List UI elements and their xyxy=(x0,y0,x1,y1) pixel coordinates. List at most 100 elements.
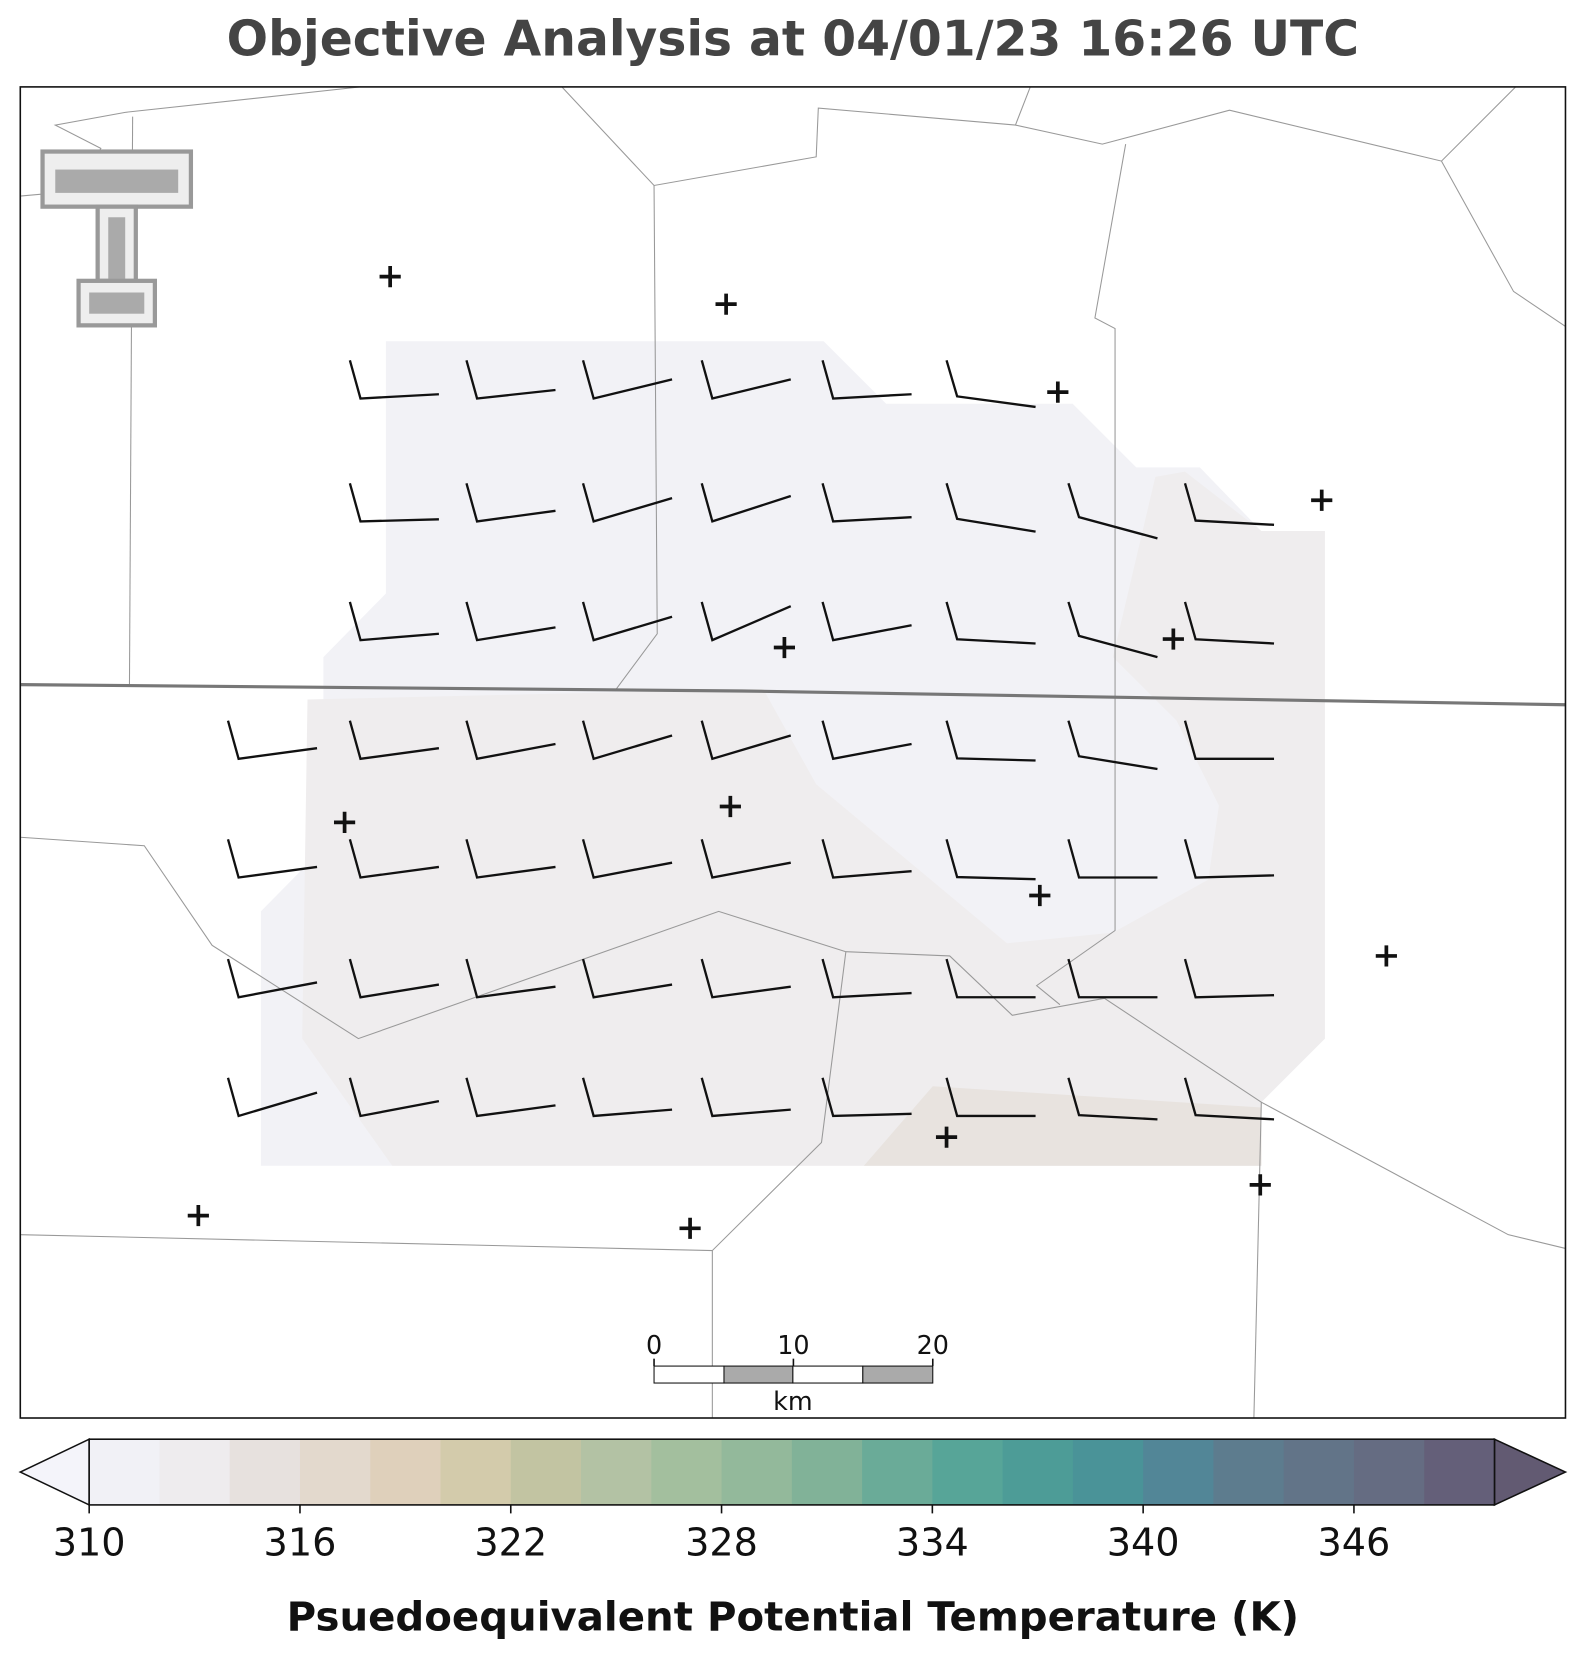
wind-barb xyxy=(226,720,318,761)
wind-barb xyxy=(226,1077,318,1118)
wind-barb xyxy=(581,360,673,400)
wind-barb xyxy=(700,720,792,761)
title: Objective Analysis at 04/01/23 16:26 UTC xyxy=(227,11,1359,67)
wind-barb xyxy=(581,482,673,523)
wind-barb xyxy=(581,1077,673,1118)
wind-barb xyxy=(945,360,1036,409)
wind-barbs xyxy=(226,360,1275,1121)
wind-barb xyxy=(465,601,556,642)
wind-barb xyxy=(700,1077,791,1118)
colorbar-tick-label: 346 xyxy=(1318,1521,1391,1565)
wind-barb xyxy=(348,482,439,523)
scale-tick-label: 20 xyxy=(917,1330,949,1360)
wind-barb xyxy=(700,482,792,523)
colorbar: Psuedoequivalent Potential Temperature (… xyxy=(18,1437,1568,1640)
colorbar-segment xyxy=(932,1439,1004,1505)
wind-barb xyxy=(821,958,912,999)
colorbar-segment xyxy=(791,1439,863,1505)
wind-barb xyxy=(700,958,791,999)
station-marker xyxy=(1311,489,1333,511)
wind-barb xyxy=(821,482,912,523)
wind-barb xyxy=(1183,601,1275,645)
station-marker xyxy=(1375,945,1397,967)
wind-barb xyxy=(348,720,440,761)
scale-unit: km xyxy=(773,1386,813,1416)
scale-segment xyxy=(653,1365,725,1384)
wind-barb xyxy=(821,839,912,879)
colorbar-segment xyxy=(1072,1439,1144,1505)
wind-barb xyxy=(348,360,439,400)
wind-barb xyxy=(348,601,440,642)
wind-barb xyxy=(821,1077,912,1118)
wind-barb xyxy=(465,720,556,761)
wind-barb xyxy=(465,482,556,523)
wind-barb xyxy=(348,958,440,999)
wind-barb xyxy=(1067,1077,1158,1121)
wind-barb xyxy=(821,720,912,761)
wind-barb xyxy=(700,360,792,400)
wind-barb xyxy=(945,958,1036,999)
colorbar-segment xyxy=(370,1439,442,1505)
colorbar-label: Psuedoequivalent Potential Temperature (… xyxy=(287,1594,1299,1640)
colorbar-segment xyxy=(299,1439,371,1505)
wind-barb xyxy=(581,839,673,879)
scale-segment xyxy=(723,1365,794,1384)
wind-barb xyxy=(1183,958,1275,999)
station-marker xyxy=(1047,381,1069,403)
wind-barb xyxy=(226,958,318,999)
colorbar-segment xyxy=(721,1439,793,1505)
wind-barb xyxy=(465,1077,556,1118)
scale-segment xyxy=(862,1365,934,1384)
wind-barb xyxy=(1067,958,1158,999)
colorbar-segment xyxy=(1424,1439,1495,1505)
wind-barb xyxy=(581,720,673,761)
wind-barb xyxy=(821,360,912,400)
wind-barb xyxy=(1067,720,1158,771)
logo xyxy=(40,149,194,328)
colorbar-segment xyxy=(440,1439,512,1505)
wind-barb xyxy=(945,720,1036,762)
wind-barb xyxy=(945,1077,1036,1118)
wind-barb xyxy=(945,482,1036,533)
colorbar-frame xyxy=(88,1438,1496,1506)
colorbar-segment xyxy=(862,1439,933,1505)
colorbar-under xyxy=(18,1437,90,1507)
colorbar-tick-label: 310 xyxy=(53,1521,126,1565)
wind-barb xyxy=(821,601,912,642)
wind-barb xyxy=(581,958,673,999)
scale-tick-label: 10 xyxy=(777,1330,809,1360)
colorbar-segment xyxy=(1143,1439,1214,1505)
contour-fill xyxy=(863,1086,1262,1166)
wind-barb xyxy=(1183,482,1275,526)
station-marker xyxy=(1029,884,1051,907)
colorbar-tick-label: 334 xyxy=(896,1521,969,1565)
colorbar-tick-label: 316 xyxy=(264,1521,337,1565)
colorbar-segment xyxy=(159,1439,231,1505)
wind-barb xyxy=(700,601,792,642)
station-marker xyxy=(333,811,356,833)
station-marker xyxy=(379,266,401,288)
wind-barb xyxy=(1183,720,1275,760)
station-markers xyxy=(187,266,1397,1239)
colorbar-segment xyxy=(510,1439,582,1505)
colorbar-tick-label: 340 xyxy=(1107,1521,1180,1565)
wind-barb xyxy=(581,601,673,642)
wind-barb xyxy=(465,360,556,400)
wind-barb xyxy=(945,601,1036,645)
station-marker xyxy=(1249,1174,1271,1196)
colorbar-tick-label: 328 xyxy=(685,1521,758,1565)
colorbar-over xyxy=(1493,1437,1568,1507)
station-marker xyxy=(935,1126,958,1148)
colorbar-segment xyxy=(1002,1439,1074,1505)
map: km 0 10 20 xyxy=(19,86,1567,1419)
wind-barb xyxy=(945,839,1036,881)
wind-barb xyxy=(348,1077,440,1118)
station-marker xyxy=(187,1204,209,1227)
colorbar-segment xyxy=(651,1439,723,1505)
contour-fill xyxy=(302,471,1325,1166)
wind-barb xyxy=(1067,839,1158,879)
station-marker xyxy=(773,636,795,659)
colorbar-segment xyxy=(581,1439,652,1505)
